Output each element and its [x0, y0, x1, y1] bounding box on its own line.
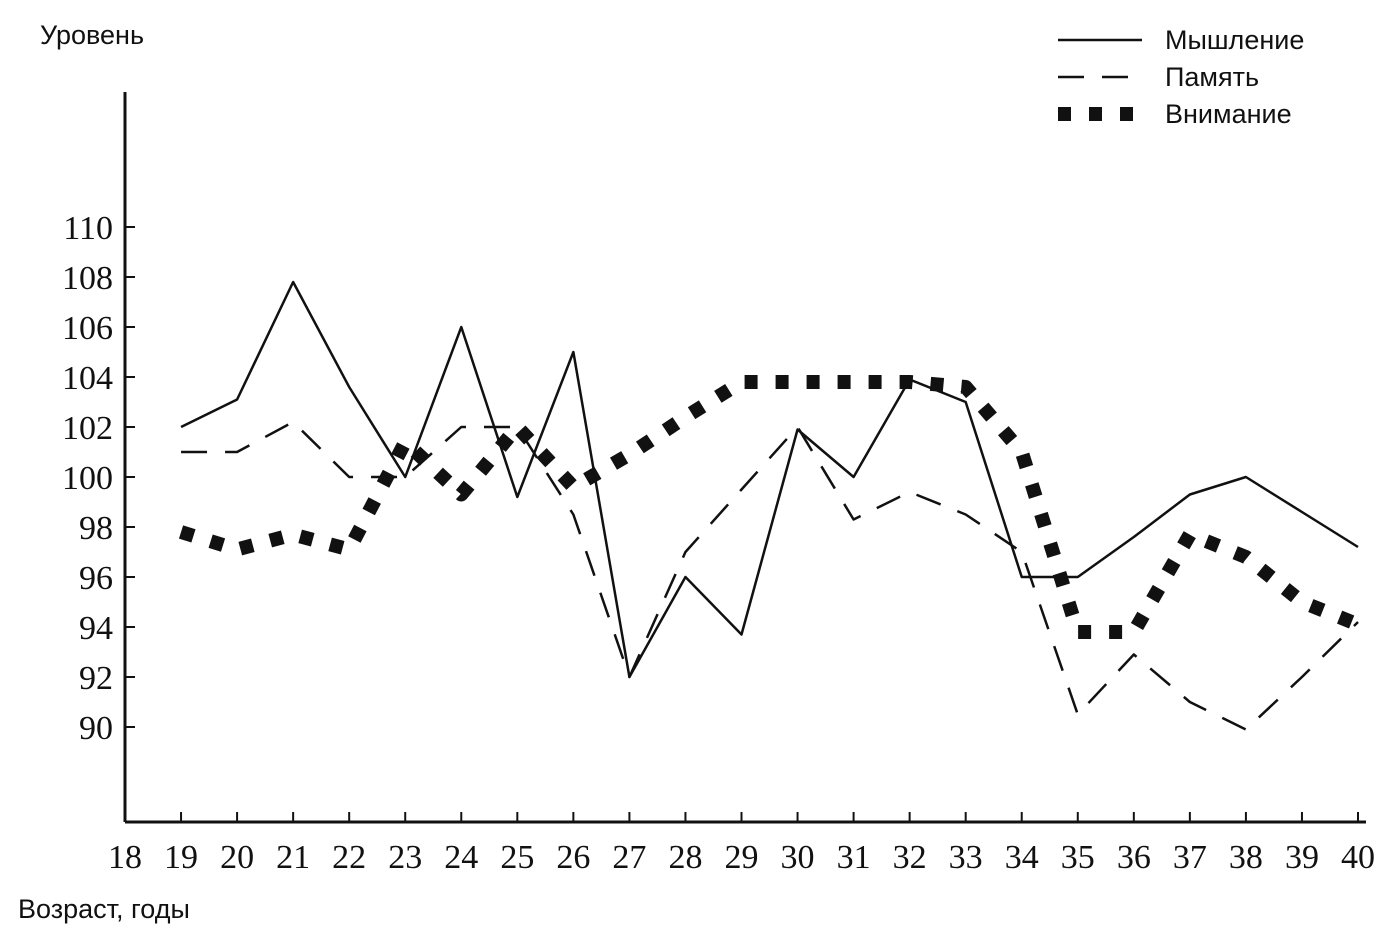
y-tick-label: 96: [79, 560, 113, 597]
x-tick-label: 30: [781, 839, 815, 876]
y-tick-label: 110: [63, 210, 113, 247]
x-tick-label: 22: [332, 839, 366, 876]
x-tick-label: 28: [668, 839, 702, 876]
y-tick-label: 102: [62, 410, 113, 447]
x-tick-label: 33: [949, 839, 983, 876]
x-tick-label: 26: [556, 839, 590, 876]
x-tick-label: 19: [164, 839, 198, 876]
x-tick-label: 25: [500, 839, 534, 876]
legend-label: Внимание: [1165, 99, 1292, 129]
y-tick-label: 100: [62, 460, 113, 497]
x-tick-label: 32: [893, 839, 927, 876]
legend-label: Память: [1165, 62, 1259, 92]
y-tick-label: 106: [62, 310, 113, 347]
x-tick-label: 38: [1229, 839, 1263, 876]
x-tick-label: 40: [1341, 839, 1375, 876]
y-tick-label: 94: [79, 610, 113, 647]
y-tick-label: 98: [79, 510, 113, 547]
y-tick-label: 92: [79, 660, 113, 697]
x-tick-label: 31: [837, 839, 871, 876]
x-axis-label: Возраст, годы: [18, 894, 190, 924]
series-line: [180, 280, 1359, 679]
x-tick-label: 36: [1117, 839, 1151, 876]
x-tick-label: 20: [220, 839, 254, 876]
x-tick-label: 18: [108, 839, 142, 876]
x-tick-label: 39: [1285, 839, 1319, 876]
x-tick-label: 23: [388, 839, 422, 876]
x-tick-label: 21: [276, 839, 310, 876]
x-tick-label: 24: [444, 839, 478, 876]
x-tick-label: 29: [725, 839, 759, 876]
x-tick-label: 27: [612, 839, 646, 876]
y-tick-label: 90: [79, 710, 113, 747]
y-axis-label: Уровень: [40, 20, 144, 50]
x-tick-label: 34: [1005, 839, 1039, 876]
y-tick-label: 108: [62, 260, 113, 297]
x-tick-label: 35: [1061, 839, 1095, 876]
series-line: [181, 420, 1359, 731]
legend-label: Мышление: [1165, 25, 1304, 55]
y-tick-label: 104: [62, 360, 113, 397]
series-line: [178, 375, 1361, 639]
x-tick-label: 37: [1173, 839, 1207, 876]
